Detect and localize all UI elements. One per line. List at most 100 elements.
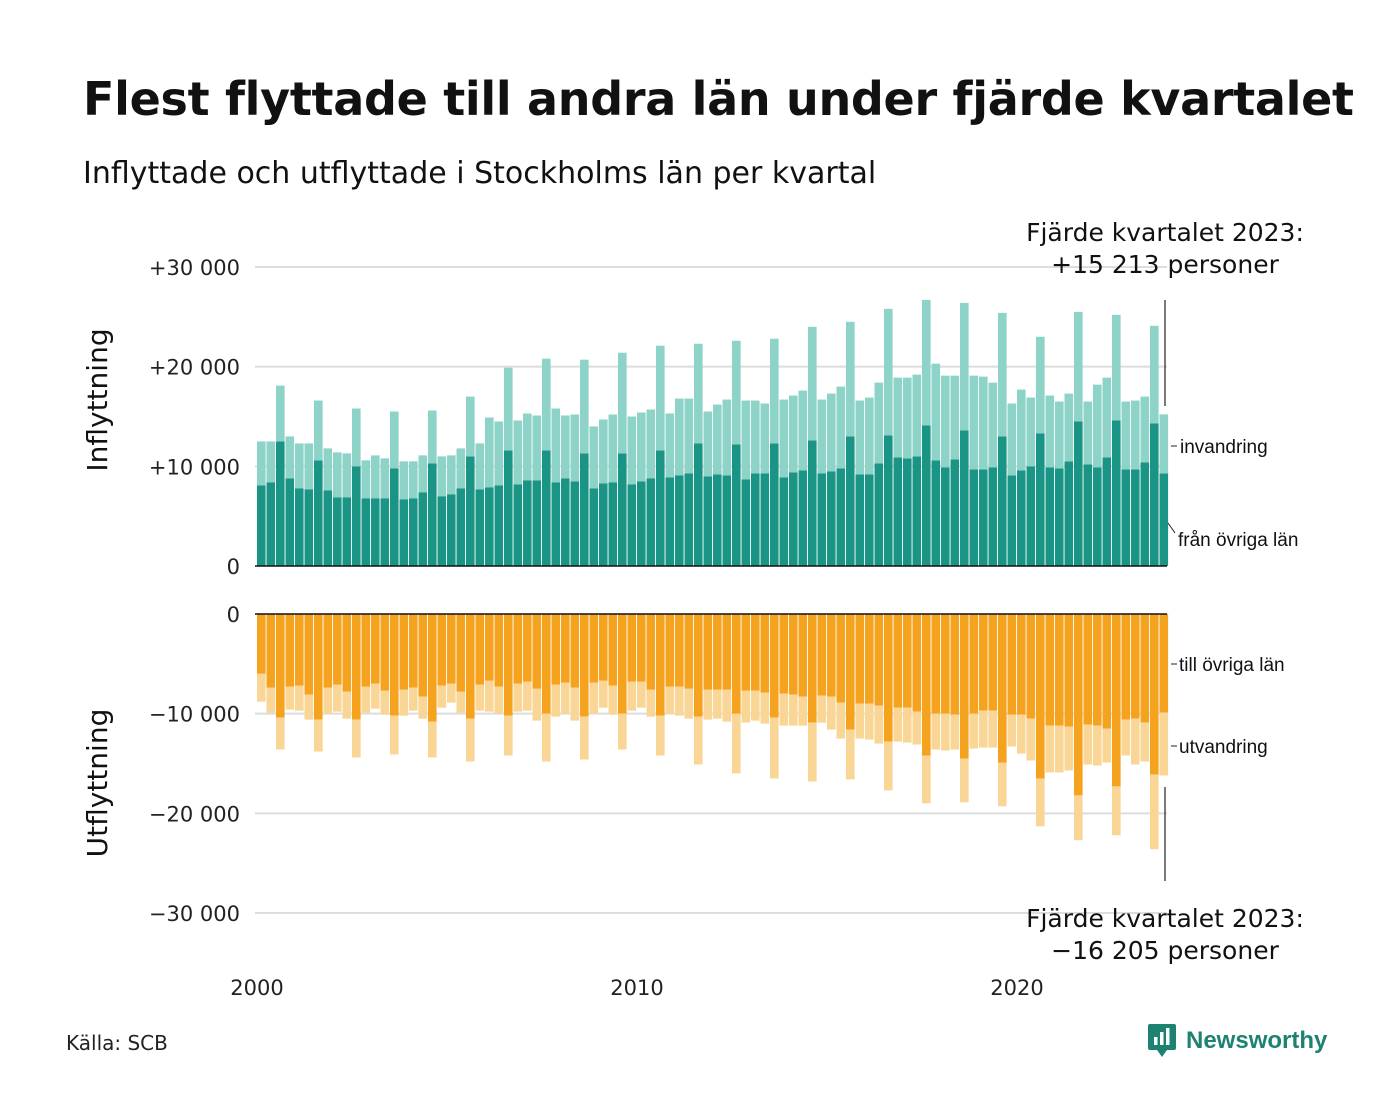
- bar-fran-ovriga-lan: [903, 458, 912, 566]
- bar-invandring: [409, 461, 418, 499]
- bar-invandring: [456, 448, 466, 489]
- bar-invandring: [304, 443, 314, 490]
- bar-utvandring: [485, 680, 494, 712]
- bar-invandring: [1017, 389, 1026, 471]
- bar-utvandring: [969, 713, 979, 749]
- bar-utvandring: [960, 758, 969, 803]
- bar-fran-ovriga-lan: [817, 473, 827, 566]
- bar-fran-ovriga-lan: [646, 478, 656, 566]
- bar-fran-ovriga-lan: [1131, 469, 1140, 566]
- bar-fran-ovriga-lan: [276, 441, 285, 566]
- bar-utvandring: [789, 694, 798, 726]
- bar-till-ovriga-lan: [874, 614, 884, 706]
- bar-utvandring: [523, 681, 532, 711]
- bar-till-ovriga-lan: [456, 614, 466, 692]
- bar-utvandring: [751, 690, 760, 721]
- bar-utvandring: [390, 715, 399, 755]
- bar-till-ovriga-lan: [618, 614, 627, 714]
- bar-fran-ovriga-lan: [437, 496, 447, 566]
- bar-fran-ovriga-lan: [399, 499, 409, 566]
- bar-fran-ovriga-lan: [314, 460, 323, 566]
- bar-till-ovriga-lan: [466, 614, 475, 719]
- bar-fran-ovriga-lan: [931, 460, 941, 566]
- bar-fran-ovriga-lan: [342, 497, 352, 566]
- bar-invandring: [551, 408, 561, 483]
- bar-till-ovriga-lan: [352, 614, 361, 720]
- bar-invandring: [428, 410, 437, 464]
- bar-fran-ovriga-lan: [447, 494, 456, 566]
- bar-invandring: [874, 382, 884, 464]
- bar-till-ovriga-lan: [371, 614, 380, 684]
- bar-till-ovriga-lan: [428, 614, 437, 722]
- bar-fran-ovriga-lan: [1036, 433, 1045, 566]
- bar-fran-ovriga-lan: [1112, 420, 1121, 566]
- bar-utvandring: [1036, 778, 1045, 827]
- bar-utvandring: [627, 681, 637, 711]
- series-label-invandring: invandring: [1180, 437, 1268, 458]
- bars-inflow: [257, 299, 1169, 566]
- bar-fran-ovriga-lan: [1026, 466, 1036, 566]
- bar-utvandring: [1093, 725, 1102, 766]
- bar-invandring: [884, 308, 893, 436]
- bar-invandring: [798, 390, 808, 471]
- bar-invandring: [295, 443, 304, 489]
- bar-utvandring: [998, 762, 1007, 807]
- bar-invandring: [741, 400, 751, 480]
- bar-fran-ovriga-lan: [428, 463, 437, 566]
- bar-utvandring: [1140, 722, 1150, 762]
- bar-utvandring: [1131, 718, 1140, 765]
- bar-invandring: [684, 398, 694, 474]
- bar-till-ovriga-lan: [532, 614, 542, 689]
- bar-invandring: [646, 409, 656, 479]
- bar-till-ovriga-lan: [285, 614, 295, 687]
- bar-utvandring: [646, 689, 656, 717]
- bar-till-ovriga-lan: [257, 614, 266, 674]
- bar-invandring: [276, 385, 285, 442]
- bar-utvandring: [428, 721, 437, 758]
- bar-utvandring: [580, 716, 589, 760]
- bar-utvandring: [276, 717, 285, 750]
- bar-invandring: [637, 412, 646, 482]
- bar-utvandring: [1150, 774, 1159, 850]
- bar-till-ovriga-lan: [523, 614, 532, 682]
- bar-fran-ovriga-lan: [969, 469, 979, 566]
- bar-invandring: [475, 443, 485, 490]
- bar-fran-ovriga-lan: [494, 485, 504, 566]
- bar-till-ovriga-lan: [266, 614, 276, 688]
- bar-till-ovriga-lan: [979, 614, 988, 711]
- bar-till-ovriga-lan: [922, 614, 931, 756]
- bar-fran-ovriga-lan: [1121, 469, 1131, 566]
- bar-utvandring: [979, 710, 988, 748]
- bar-fran-ovriga-lan: [1064, 461, 1074, 566]
- bar-fran-ovriga-lan: [333, 497, 342, 566]
- zero-baselines: [255, 565, 1167, 615]
- bar-till-ovriga-lan: [1150, 614, 1159, 775]
- bar-till-ovriga-lan: [504, 614, 513, 716]
- bar-invandring: [912, 374, 922, 457]
- bar-utvandring: [257, 673, 266, 702]
- bar-utvandring: [903, 707, 912, 743]
- bar-invandring: [694, 343, 703, 444]
- bar-utvandring: [504, 715, 513, 756]
- bar-till-ovriga-lan: [323, 614, 333, 688]
- x-tick-label: 2000: [230, 976, 283, 1000]
- y-tick-label: −30 000: [149, 902, 240, 926]
- x-ticks: 2000 2010 2020: [230, 976, 1043, 1000]
- bar-fran-ovriga-lan: [285, 478, 295, 566]
- bar-invandring: [770, 338, 779, 444]
- bar-utvandring: [304, 694, 314, 720]
- bar-till-ovriga-lan: [988, 614, 998, 711]
- y-tick-label: 0: [227, 603, 240, 627]
- bar-fran-ovriga-lan: [523, 480, 532, 566]
- bar-fran-ovriga-lan: [760, 473, 770, 566]
- bar-till-ovriga-lan: [637, 614, 646, 682]
- y-tick-label: 0: [227, 555, 240, 579]
- bar-utvandring: [912, 711, 922, 745]
- bar-invandring: [1026, 397, 1036, 467]
- bar-fran-ovriga-lan: [627, 484, 637, 566]
- bar-invandring: [361, 460, 371, 499]
- bar-utvandring: [1083, 724, 1093, 765]
- bar-fran-ovriga-lan: [922, 425, 931, 566]
- bar-till-ovriga-lan: [314, 614, 323, 720]
- bar-fran-ovriga-lan: [713, 474, 722, 566]
